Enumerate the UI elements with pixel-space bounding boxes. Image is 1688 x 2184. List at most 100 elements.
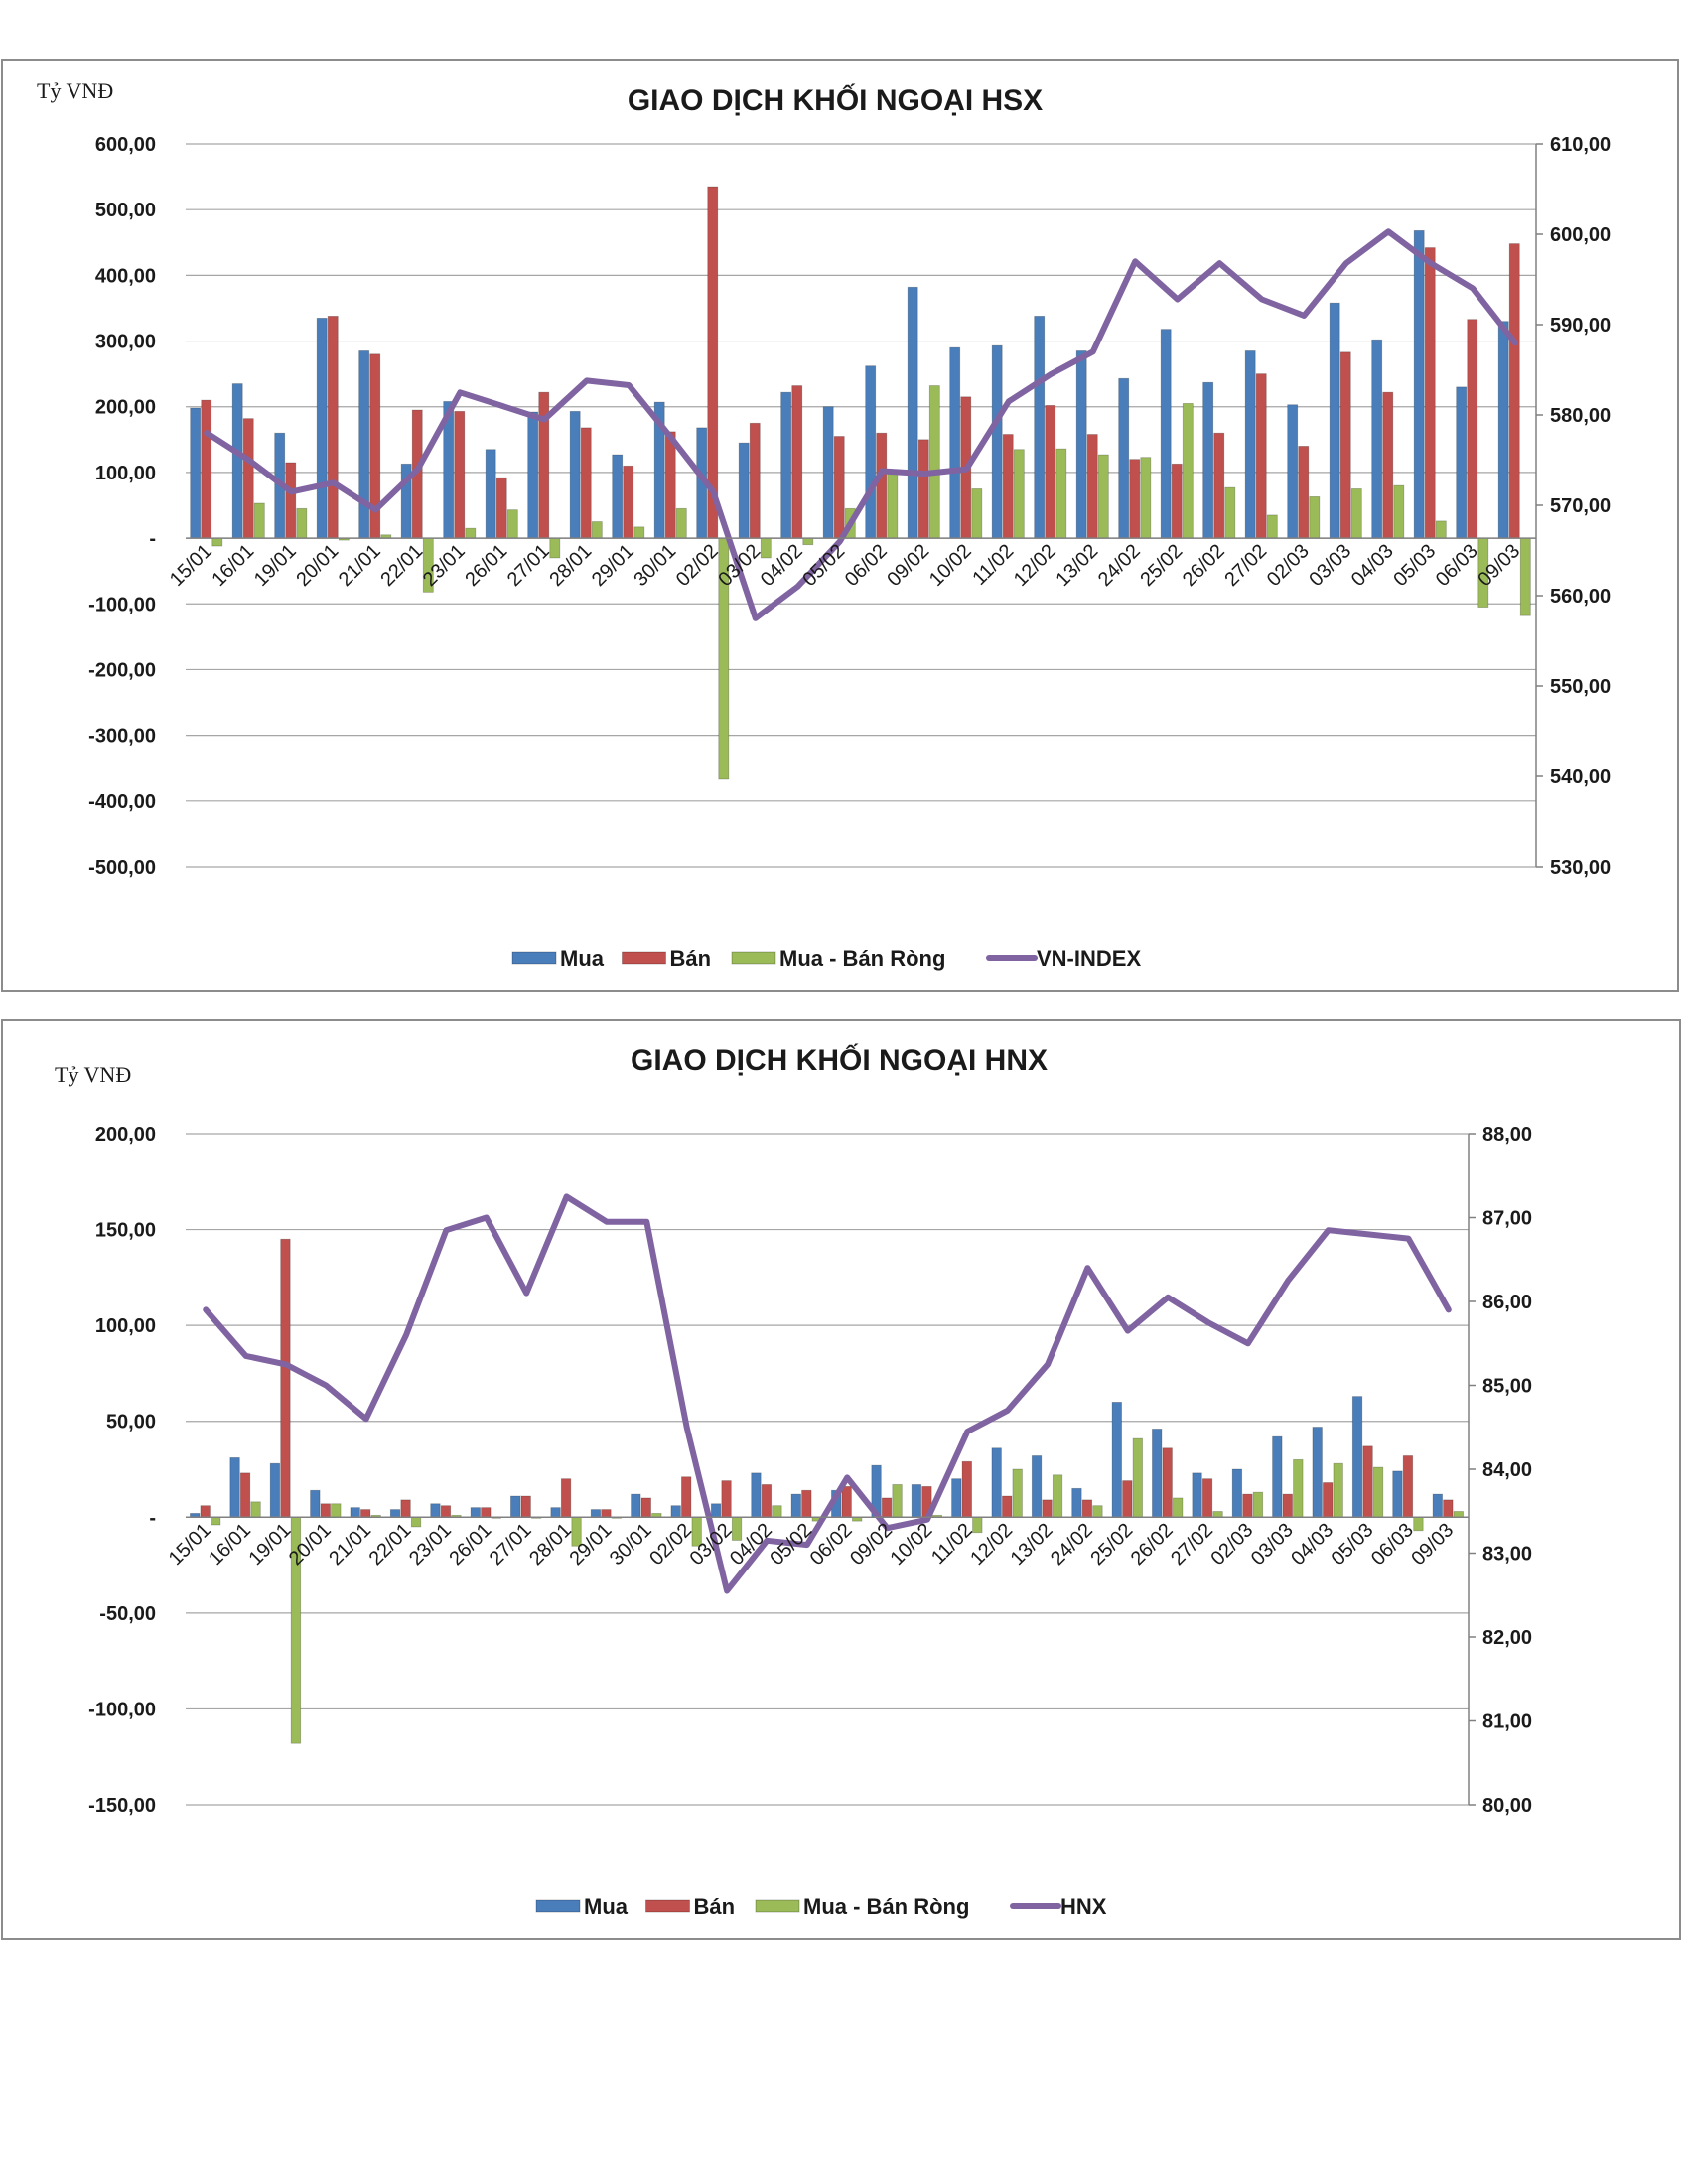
- b-n-bar: [580, 427, 592, 539]
- x-tick-label: 30/01: [606, 1519, 656, 1570]
- mua-bar: [231, 383, 243, 539]
- mua-b-n-r-ng-bar: [772, 1505, 782, 1518]
- b-n-bar: [1339, 351, 1351, 539]
- b-n-bar: [360, 1509, 371, 1518]
- y2-tick-label: 580,00: [1550, 405, 1611, 427]
- mua-b-n-r-ng-bar: [928, 385, 940, 539]
- legend-label: Mua - Bán Ròng: [779, 946, 945, 971]
- b-n-bar: [1201, 1478, 1213, 1518]
- b-n-bar: [1162, 1447, 1173, 1518]
- y2-tick-label: 570,00: [1550, 495, 1611, 517]
- mua-bar: [1392, 1470, 1403, 1518]
- b-n-bar: [1424, 247, 1436, 539]
- y2-tick-label: 86,00: [1482, 1292, 1532, 1313]
- y2-tick-label: 560,00: [1550, 586, 1611, 608]
- mua-b-n-r-ng-bar: [1140, 457, 1152, 539]
- legend-label: Mua: [584, 1894, 629, 1919]
- b-n-bar: [1042, 1499, 1053, 1518]
- mua-bar: [780, 391, 792, 539]
- x-tick-label: 15/01: [166, 540, 216, 591]
- y2-tick-label: 81,00: [1482, 1711, 1532, 1733]
- b-n-bar: [1323, 1482, 1334, 1518]
- b-n-bar: [1171, 463, 1183, 539]
- x-tick-label: 03/03: [1305, 540, 1355, 591]
- b-n-bar: [400, 1499, 411, 1518]
- b-n-bar: [454, 410, 466, 539]
- mua-bar: [738, 442, 750, 539]
- y2-tick-label: 540,00: [1550, 766, 1611, 788]
- x-tick-label: 22/01: [376, 540, 427, 591]
- mua-bar: [1034, 315, 1046, 539]
- legend-label: Mua: [560, 946, 605, 971]
- b-n-bar: [327, 315, 339, 539]
- mua-b-n-r-ng-bar: [410, 1516, 422, 1528]
- b-n-bar: [1002, 1495, 1013, 1518]
- y-tick-label: 300,00: [95, 332, 156, 353]
- b-n-bar: [242, 418, 254, 539]
- x-tick-label: 05/03: [1389, 540, 1440, 591]
- x-tick-label: 02/03: [1207, 1519, 1258, 1570]
- x-tick-label: 24/02: [1047, 1519, 1097, 1570]
- mua-b-n-r-ng-bar: [1519, 537, 1531, 616]
- y-tick-label: -150,00: [88, 1795, 156, 1817]
- x-tick-label: 28/01: [525, 1519, 576, 1570]
- y-tick-label: -300,00: [88, 726, 156, 748]
- mua-bar: [1371, 339, 1383, 539]
- x-tick-label: 19/01: [250, 540, 301, 591]
- mua-b-n-r-ng-bar: [1453, 1511, 1464, 1518]
- legend-label: Mua - Bán Ròng: [803, 1894, 969, 1919]
- x-tick-label: 06/02: [806, 1519, 857, 1570]
- index-line-series: [204, 228, 1518, 621]
- b-n-bar: [749, 422, 761, 539]
- mua-b-n-r-ng-bar: [1055, 448, 1067, 539]
- x-tick-label: 06/03: [1367, 1519, 1418, 1570]
- y-tick-label: 100,00: [95, 1315, 156, 1337]
- mua-bar: [1075, 350, 1087, 539]
- mua-bar: [991, 344, 1003, 539]
- b-n-bar: [1443, 1499, 1454, 1518]
- mua-b-n-r-ng-bar: [211, 537, 223, 547]
- b-n-bar: [623, 465, 634, 539]
- x-tick-label: 02/02: [672, 540, 723, 591]
- mua-b-n-r-ng-bar: [892, 1484, 903, 1518]
- b-n-bar: [1298, 446, 1310, 539]
- mua-bar: [316, 317, 328, 539]
- mua-bar: [1244, 350, 1256, 539]
- x-tick-label: 30/01: [630, 540, 680, 591]
- mua-b-n-r-ng-bar: [1097, 454, 1109, 539]
- mua-b-n-r-ng-bar: [250, 1501, 261, 1518]
- b-n-bar: [1242, 1493, 1253, 1518]
- index-line-series: [203, 1193, 1452, 1594]
- b-n-bar: [761, 1484, 773, 1518]
- x-tick-label: 16/01: [205, 1519, 255, 1570]
- mua-b-n-r-ng-bar: [887, 471, 899, 539]
- mua-b-n-r-ng-bar: [591, 521, 603, 539]
- mua-bar: [350, 1507, 360, 1518]
- b-n-bar: [801, 1489, 812, 1518]
- x-tick-label: 24/02: [1094, 540, 1145, 591]
- x-tick-label: 19/01: [245, 1519, 296, 1570]
- b-n-bar: [1382, 391, 1394, 539]
- x-tick-label: 15/01: [165, 1519, 215, 1570]
- mua-bar: [430, 1503, 441, 1518]
- mua-bar: [569, 410, 581, 539]
- mua-b-n-r-ng-bar: [296, 507, 308, 539]
- b-n-bar: [917, 439, 929, 539]
- chart-title: GIAO DỊCH KHỐI NGOẠI HNX: [631, 1043, 1048, 1077]
- x-tick-label: 10/02: [925, 540, 976, 591]
- b-n-bar: [841, 1485, 852, 1518]
- mua-bar: [1202, 381, 1214, 539]
- mua-b-n-r-ng-bar: [331, 1503, 342, 1518]
- mua-bar: [951, 1478, 962, 1518]
- y-tick-label: -500,00: [88, 857, 156, 879]
- y-tick-label: -50,00: [99, 1603, 156, 1625]
- b-n-bar: [1213, 432, 1225, 539]
- mua-b-n-r-ng-bar: [1435, 520, 1447, 539]
- mua-bar: [631, 1493, 641, 1518]
- legend-swatch: [511, 951, 557, 965]
- b-n-bar: [1255, 373, 1267, 539]
- x-tick-label: 06/02: [841, 540, 892, 591]
- b-n-bar: [440, 1505, 452, 1518]
- x-tick-label: 21/01: [325, 1519, 375, 1570]
- x-tick-label: 09/02: [883, 540, 933, 591]
